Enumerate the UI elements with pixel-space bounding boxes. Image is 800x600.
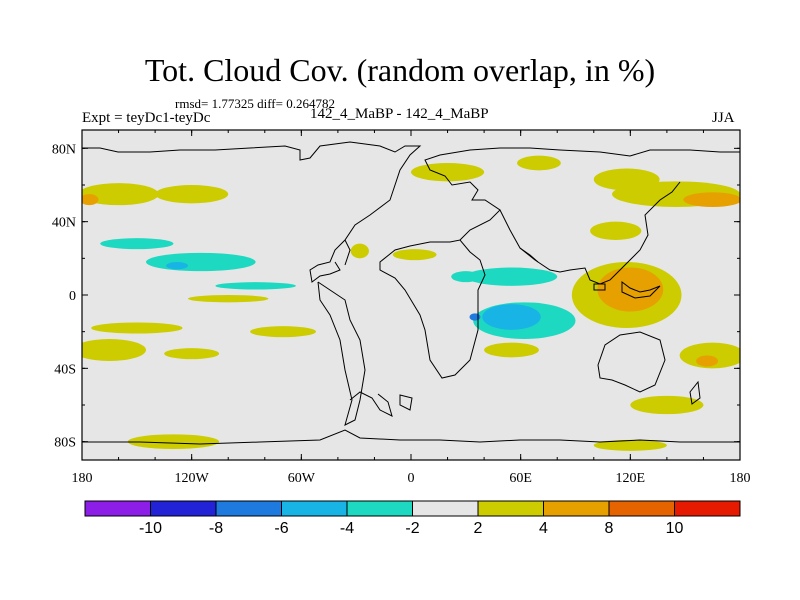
coastline-path xyxy=(82,429,740,445)
coastline-path xyxy=(317,281,366,426)
colorbar-tick-label: -6 xyxy=(274,520,288,537)
x-tick-label: 120W xyxy=(175,471,210,486)
anomaly-patch xyxy=(127,434,220,449)
anomaly-patch xyxy=(155,185,229,204)
y-tick-label: 40S xyxy=(54,362,76,377)
anomaly-patch xyxy=(630,395,704,415)
colorbar-segment xyxy=(608,500,675,517)
colorbar-segment xyxy=(674,500,741,517)
colorbar-segment xyxy=(84,500,151,517)
coastline-path xyxy=(597,331,666,393)
colorbar-tick-label: -8 xyxy=(209,520,223,537)
coastline-path xyxy=(82,141,422,283)
coastline-path xyxy=(379,239,486,379)
colorbar-tick-label: 10 xyxy=(666,520,684,537)
colorbar-segment xyxy=(281,500,348,517)
anomaly-patch xyxy=(82,194,99,206)
coastline-path xyxy=(399,394,413,411)
season-label: JJA xyxy=(712,110,735,126)
anomaly-patch xyxy=(82,183,159,206)
anomaly-patch xyxy=(469,313,481,321)
anomaly-patch xyxy=(164,348,220,360)
colorbar-tick-label: -10 xyxy=(139,520,162,537)
coastline-path xyxy=(689,380,701,405)
x-tick-label: 180 xyxy=(730,471,751,486)
colorbar-tick-label: 2 xyxy=(474,520,483,537)
anomaly-patch xyxy=(484,342,539,358)
anomaly-patch xyxy=(91,322,183,334)
x-tick-label: 180 xyxy=(72,471,93,486)
comparison-label: 142_4_MaBP - 142_4_MaBP xyxy=(310,106,489,122)
anomaly-patch xyxy=(593,439,667,451)
colorbar-segment xyxy=(150,500,217,517)
x-tick-label: 120E xyxy=(616,471,646,486)
y-tick-label: 40N xyxy=(52,216,76,231)
colorbar-segment xyxy=(215,500,282,517)
anomaly-patch xyxy=(100,238,174,250)
coastline-path xyxy=(344,239,351,266)
anomaly-patch xyxy=(82,339,146,361)
colorbar-segment xyxy=(477,500,544,517)
anomaly-patch xyxy=(517,155,561,171)
anomaly-patch xyxy=(482,304,541,330)
coastline-path xyxy=(349,391,393,417)
coastline-path xyxy=(621,281,661,299)
x-tick-label: 0 xyxy=(408,471,415,486)
coastline-path xyxy=(519,247,539,263)
anomaly-patch xyxy=(188,295,269,303)
anomaly-patch xyxy=(145,252,256,272)
y-tick-label: 80S xyxy=(54,436,76,451)
coastlines xyxy=(82,141,740,445)
colorbar-segment xyxy=(543,500,610,517)
anomaly-patch xyxy=(350,243,369,259)
anomaly-patch xyxy=(392,249,437,261)
rmsd-diff-stats: rmsd= 1.77325 diff= 0.264782 xyxy=(175,96,335,111)
anomaly-patch xyxy=(679,342,740,369)
anomaly-patch xyxy=(590,221,642,240)
colorbar-segment xyxy=(346,500,413,517)
coastline-path xyxy=(424,147,740,241)
x-tick-label: 60E xyxy=(509,471,532,486)
colorbar-segment xyxy=(412,500,479,517)
experiment-label: Expt = teyDc1-teyDc xyxy=(82,110,211,126)
colorbar-tick-label: 4 xyxy=(539,520,548,537)
x-tick-label: 60W xyxy=(288,471,316,486)
coastline-path xyxy=(593,283,606,291)
colorbar-tick-label: -2 xyxy=(405,520,419,537)
y-tick-label: 0 xyxy=(69,289,76,304)
anomaly-patch xyxy=(250,326,316,338)
anomaly-patch xyxy=(465,267,558,286)
anomaly-patch xyxy=(166,262,189,270)
y-tick-label: 80N xyxy=(52,142,76,157)
anomaly-patch xyxy=(683,192,740,207)
chart-title: Tot. Cloud Cov. (random overlap, in %) xyxy=(144,52,656,88)
colorbar-tick-label: -4 xyxy=(340,520,354,537)
anomaly-patch xyxy=(215,282,296,290)
anomaly-patch xyxy=(597,267,664,312)
colorbar-tick-label: 8 xyxy=(605,520,614,537)
anomaly-patch xyxy=(696,355,719,367)
